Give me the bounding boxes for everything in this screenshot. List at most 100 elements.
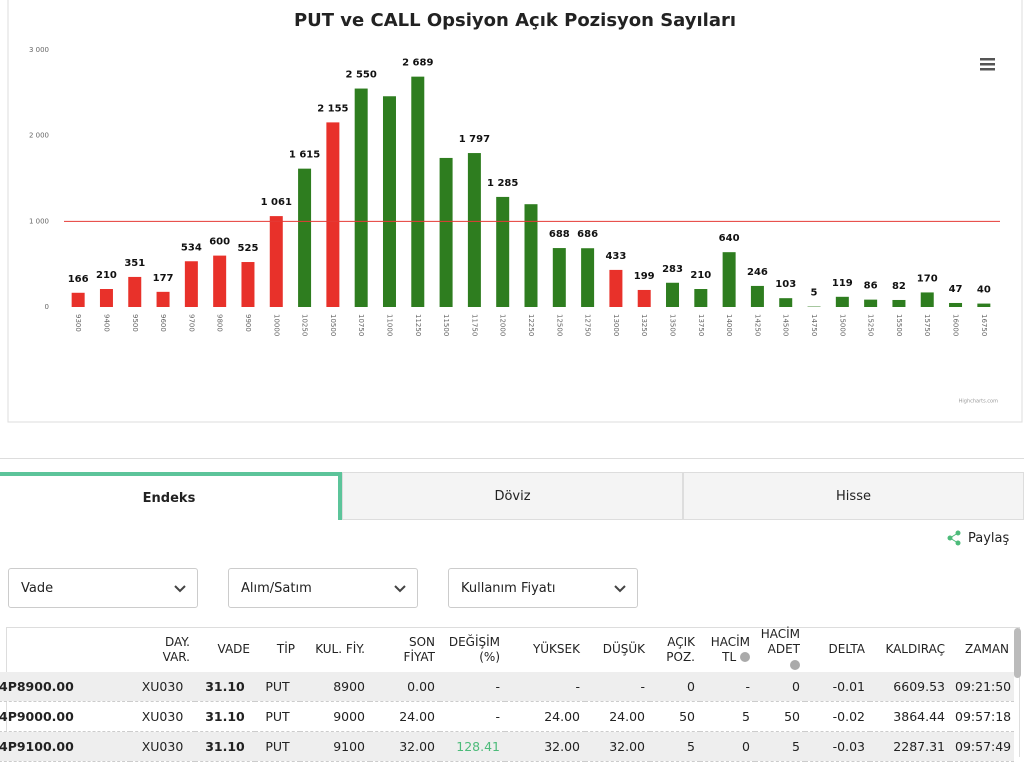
bar xyxy=(298,169,311,307)
table-cell: 9000 xyxy=(300,702,370,732)
share-button[interactable]: Paylaş xyxy=(946,530,1009,546)
header-cell: DELTA xyxy=(805,627,870,672)
x-tick: 9400 xyxy=(102,314,110,332)
x-tick: 11500 xyxy=(442,314,450,336)
chevron xyxy=(393,582,407,596)
value-label: 525 xyxy=(238,243,259,254)
x-tick: 15750 xyxy=(923,314,931,336)
table-cell: XU030 xyxy=(130,702,195,732)
x-tick-label: 16750 xyxy=(980,314,988,336)
value-label: 600 xyxy=(209,237,230,248)
header-cell: DEĞİŞİM (%) xyxy=(440,627,505,672)
table-cell: 128.41 xyxy=(440,732,505,762)
scrollbar[interactable] xyxy=(1014,628,1021,678)
header-cell: DÜŞÜK xyxy=(585,627,650,672)
x-tick-label: 9500 xyxy=(131,314,139,332)
x-tick: 14250 xyxy=(753,314,761,336)
header-cell: YÜKSEK xyxy=(505,627,585,672)
dropdown[interactable]: Kullanım Fiyatı xyxy=(448,568,638,608)
bar xyxy=(213,256,226,307)
x-tick: 9800 xyxy=(216,314,224,332)
table-cell: 32.00 xyxy=(370,732,440,762)
y-tick-label: 2 000 xyxy=(29,132,49,140)
value-label: 2 155 xyxy=(317,103,348,114)
x-tick-label: 15000 xyxy=(838,314,846,336)
table-cell: 09:57:18 xyxy=(950,702,1014,732)
credits[interactable]: Highcharts.com xyxy=(959,399,998,405)
table-cell: 8900 xyxy=(300,672,370,702)
tab[interactable]: Döviz xyxy=(342,472,683,520)
x-tick-label: 10500 xyxy=(329,314,337,336)
x-tick: 16000 xyxy=(952,314,960,336)
table-cell: 31.10 xyxy=(195,732,255,762)
menu-icon[interactable] xyxy=(980,58,995,71)
table-cell: 0 xyxy=(755,672,805,702)
bar xyxy=(383,96,396,307)
bar xyxy=(128,277,141,307)
x-tick-label: 9800 xyxy=(216,314,224,332)
bar xyxy=(326,122,339,307)
x-tick-label: 16000 xyxy=(952,314,960,336)
chart-title: PUT ve CALL Opsiyon Açık Pozisyon Sayıla… xyxy=(294,10,736,31)
bar xyxy=(864,300,877,307)
bar xyxy=(751,286,764,307)
tab[interactable]: Hisse xyxy=(683,472,1024,520)
chevron xyxy=(613,582,627,596)
header-label: ZAMAN xyxy=(965,642,1009,656)
chart: PUT ve CALL Opsiyon Açık Pozisyon Sayıla… xyxy=(0,0,1024,430)
value-label: 640 xyxy=(719,233,740,244)
table-cell: 0.00 xyxy=(370,672,440,702)
table-cell: 32.00 xyxy=(505,732,585,762)
chart-frame xyxy=(8,0,1022,422)
table-cell: 31.10 xyxy=(195,702,255,732)
header-cell: KALDIRAÇ xyxy=(870,627,950,672)
dropdown[interactable]: Alım/Satım xyxy=(228,568,418,608)
x-tick-label: 10750 xyxy=(357,314,365,336)
value-label: 119 xyxy=(832,278,853,289)
header-label: YÜKSEK xyxy=(533,642,580,656)
x-tick: 14500 xyxy=(782,314,790,336)
x-tick-label: 13500 xyxy=(669,314,677,336)
x-tick-label: 11000 xyxy=(385,314,393,336)
header-label: SON FİYAT xyxy=(404,635,435,664)
value-label: 210 xyxy=(690,270,711,281)
x-tick: 12750 xyxy=(584,314,592,336)
dropdown[interactable]: Vade xyxy=(8,568,198,608)
x-tick-label: 12000 xyxy=(499,314,507,336)
x-tick: 12000 xyxy=(499,314,507,336)
value-label: 40 xyxy=(977,285,991,296)
bar xyxy=(581,248,594,307)
bar xyxy=(836,297,849,307)
header-cell xyxy=(0,627,130,672)
x-tick-label: 15500 xyxy=(895,314,903,336)
bar xyxy=(241,262,254,307)
x-tick-label: 12500 xyxy=(555,314,563,336)
bar xyxy=(892,300,905,307)
bar xyxy=(609,270,622,307)
tab[interactable]: Endeks xyxy=(0,472,342,520)
value-label: 5 xyxy=(811,288,818,299)
header-label: HACİM ADET xyxy=(761,627,800,656)
x-tick-label: 13000 xyxy=(612,314,620,336)
x-tick-label: 14250 xyxy=(753,314,761,336)
value-label: 1 797 xyxy=(459,134,490,145)
value-label: 2 550 xyxy=(346,70,377,81)
table-cell: 24.00 xyxy=(370,702,440,732)
x-tick: 10500 xyxy=(329,314,337,336)
x-tick-label: 9900 xyxy=(244,314,252,332)
x-tick: 13500 xyxy=(669,314,677,336)
table-cell: 24.00 xyxy=(505,702,585,732)
table-cell: - xyxy=(700,672,755,702)
table-cell: XU030 xyxy=(130,672,195,702)
table-cell: 09:57:49 xyxy=(950,732,1014,762)
bar xyxy=(723,252,736,307)
header-label: KUL. FİY. xyxy=(315,642,365,656)
header-label: VADE xyxy=(218,642,250,656)
x-tick-label: 15750 xyxy=(923,314,931,336)
value-label: 686 xyxy=(577,229,598,240)
value-label: 166 xyxy=(68,274,89,285)
